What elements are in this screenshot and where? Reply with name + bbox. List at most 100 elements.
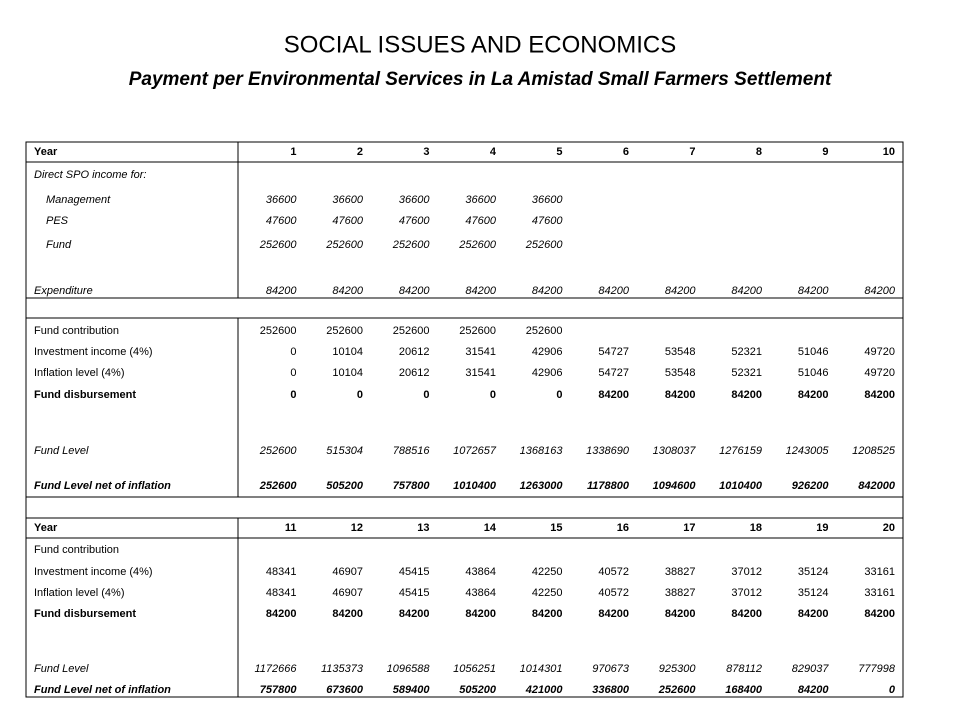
cell-value: 1308037 (653, 445, 697, 457)
cell-value: 336800 (592, 684, 630, 696)
cell-value: 1243005 (786, 445, 830, 457)
cell-value: 842000 (858, 480, 896, 492)
cell-value: 17 (683, 522, 695, 534)
cell-value: 19 (816, 522, 828, 534)
cell-value: 38827 (665, 566, 696, 578)
cell-value: 54727 (598, 367, 629, 379)
row-label: Inflation level (4%) (34, 587, 125, 599)
cell-value: 47600 (399, 215, 430, 227)
cell-value: 0 (357, 389, 363, 401)
row-label: Year (34, 146, 58, 158)
row-label: Fund disbursement (34, 608, 136, 620)
cell-value: 49720 (864, 367, 895, 379)
cell-value: 878112 (726, 663, 762, 675)
row-label: Year (34, 522, 58, 534)
cell-value: 84200 (798, 389, 829, 401)
cell-value: 84200 (332, 285, 363, 297)
row-label: Inflation level (4%) (34, 367, 125, 379)
cell-value: 16 (617, 522, 629, 534)
cell-value: 8 (756, 146, 762, 158)
cell-value: 48341 (266, 587, 297, 599)
cell-value: 1368163 (520, 445, 564, 457)
cell-value: 35124 (798, 587, 829, 599)
cell-value: 33161 (864, 566, 895, 578)
cell-value: 3 (423, 146, 429, 158)
cell-value: 40572 (598, 566, 629, 578)
cell-value: 7 (689, 146, 695, 158)
cell-value: 84200 (399, 285, 430, 297)
cell-value: 53548 (665, 346, 696, 358)
cell-value: 84200 (532, 608, 563, 620)
cell-value: 36600 (465, 194, 496, 206)
cell-value: 925300 (659, 663, 697, 675)
cell-value: 0 (490, 389, 496, 401)
cell-value: 505200 (326, 480, 364, 492)
row-label: Management (46, 194, 111, 206)
cell-value: 43864 (465, 587, 496, 599)
cell-value: 252600 (525, 239, 564, 251)
row-label: Fund Level net of inflation (34, 480, 171, 492)
cell-value: 43864 (465, 566, 496, 578)
cell-value: 252600 (658, 684, 697, 696)
cell-value: 1135373 (321, 663, 364, 675)
cell-value: 926200 (792, 480, 830, 492)
row-label: Fund contribution (34, 544, 119, 556)
cell-value: 15 (550, 522, 562, 534)
cell-value: 13 (417, 522, 429, 534)
cell-value: 45415 (399, 566, 430, 578)
cell-value: 84200 (598, 285, 629, 297)
row-label: Fund contribution (34, 325, 119, 337)
cell-value: 2 (357, 146, 363, 158)
cell-value: 84200 (731, 389, 762, 401)
cell-value: 252600 (326, 325, 363, 337)
row-label: PES (46, 215, 69, 227)
cell-value: 38827 (665, 587, 696, 599)
cell-value: 0 (290, 389, 296, 401)
cell-value: 84200 (665, 608, 696, 620)
cell-value: 589400 (393, 684, 431, 696)
cell-value: 1010400 (719, 480, 763, 492)
cell-value: 54727 (598, 346, 629, 358)
cell-value: 0 (889, 684, 896, 696)
cell-value: 252600 (325, 239, 364, 251)
row-label: Direct SPO income for: (34, 169, 146, 181)
cell-value: 777998 (858, 663, 896, 675)
row-label: Fund Level (34, 445, 89, 457)
cell-value: 48341 (266, 566, 297, 578)
cell-value: 1096588 (387, 663, 431, 675)
cell-value: 252600 (458, 239, 497, 251)
title: SOCIAL ISSUES AND ECONOMICS (284, 31, 677, 58)
row-label: Investment income (4%) (34, 566, 153, 578)
subtitle: Payment per Environmental Services in La… (129, 69, 832, 90)
cell-value: 5 (556, 146, 562, 158)
row-label: Expenditure (34, 285, 93, 297)
cell-value: 31541 (465, 346, 496, 358)
cell-value: 0 (290, 346, 296, 358)
cell-value: 252600 (459, 325, 496, 337)
cell-value: 84200 (864, 285, 895, 297)
cell-value: 1276159 (719, 445, 762, 457)
cell-value: 14 (484, 522, 497, 534)
cell-value: 47600 (465, 215, 496, 227)
cell-value: 0 (556, 389, 562, 401)
cell-value: 4 (490, 146, 497, 158)
cell-value: 42250 (532, 587, 563, 599)
cell-value: 788516 (393, 445, 431, 457)
cell-value: 37012 (731, 587, 762, 599)
cell-value: 36600 (399, 194, 430, 206)
cell-value: 31541 (465, 367, 496, 379)
cell-value: 84200 (665, 389, 696, 401)
cell-value: 84200 (399, 608, 430, 620)
cell-value: 84200 (598, 608, 629, 620)
cell-value: 36600 (332, 194, 363, 206)
cell-value: 46907 (332, 587, 363, 599)
cell-value: 970673 (592, 663, 630, 675)
cell-value: 829037 (792, 663, 830, 675)
cell-value: 20612 (399, 367, 430, 379)
cell-value: 421000 (525, 684, 564, 696)
cell-value: 252600 (260, 325, 297, 337)
cell-value: 52321 (731, 346, 762, 358)
cell-value: 36600 (532, 194, 563, 206)
cell-value: 1056251 (453, 663, 496, 675)
